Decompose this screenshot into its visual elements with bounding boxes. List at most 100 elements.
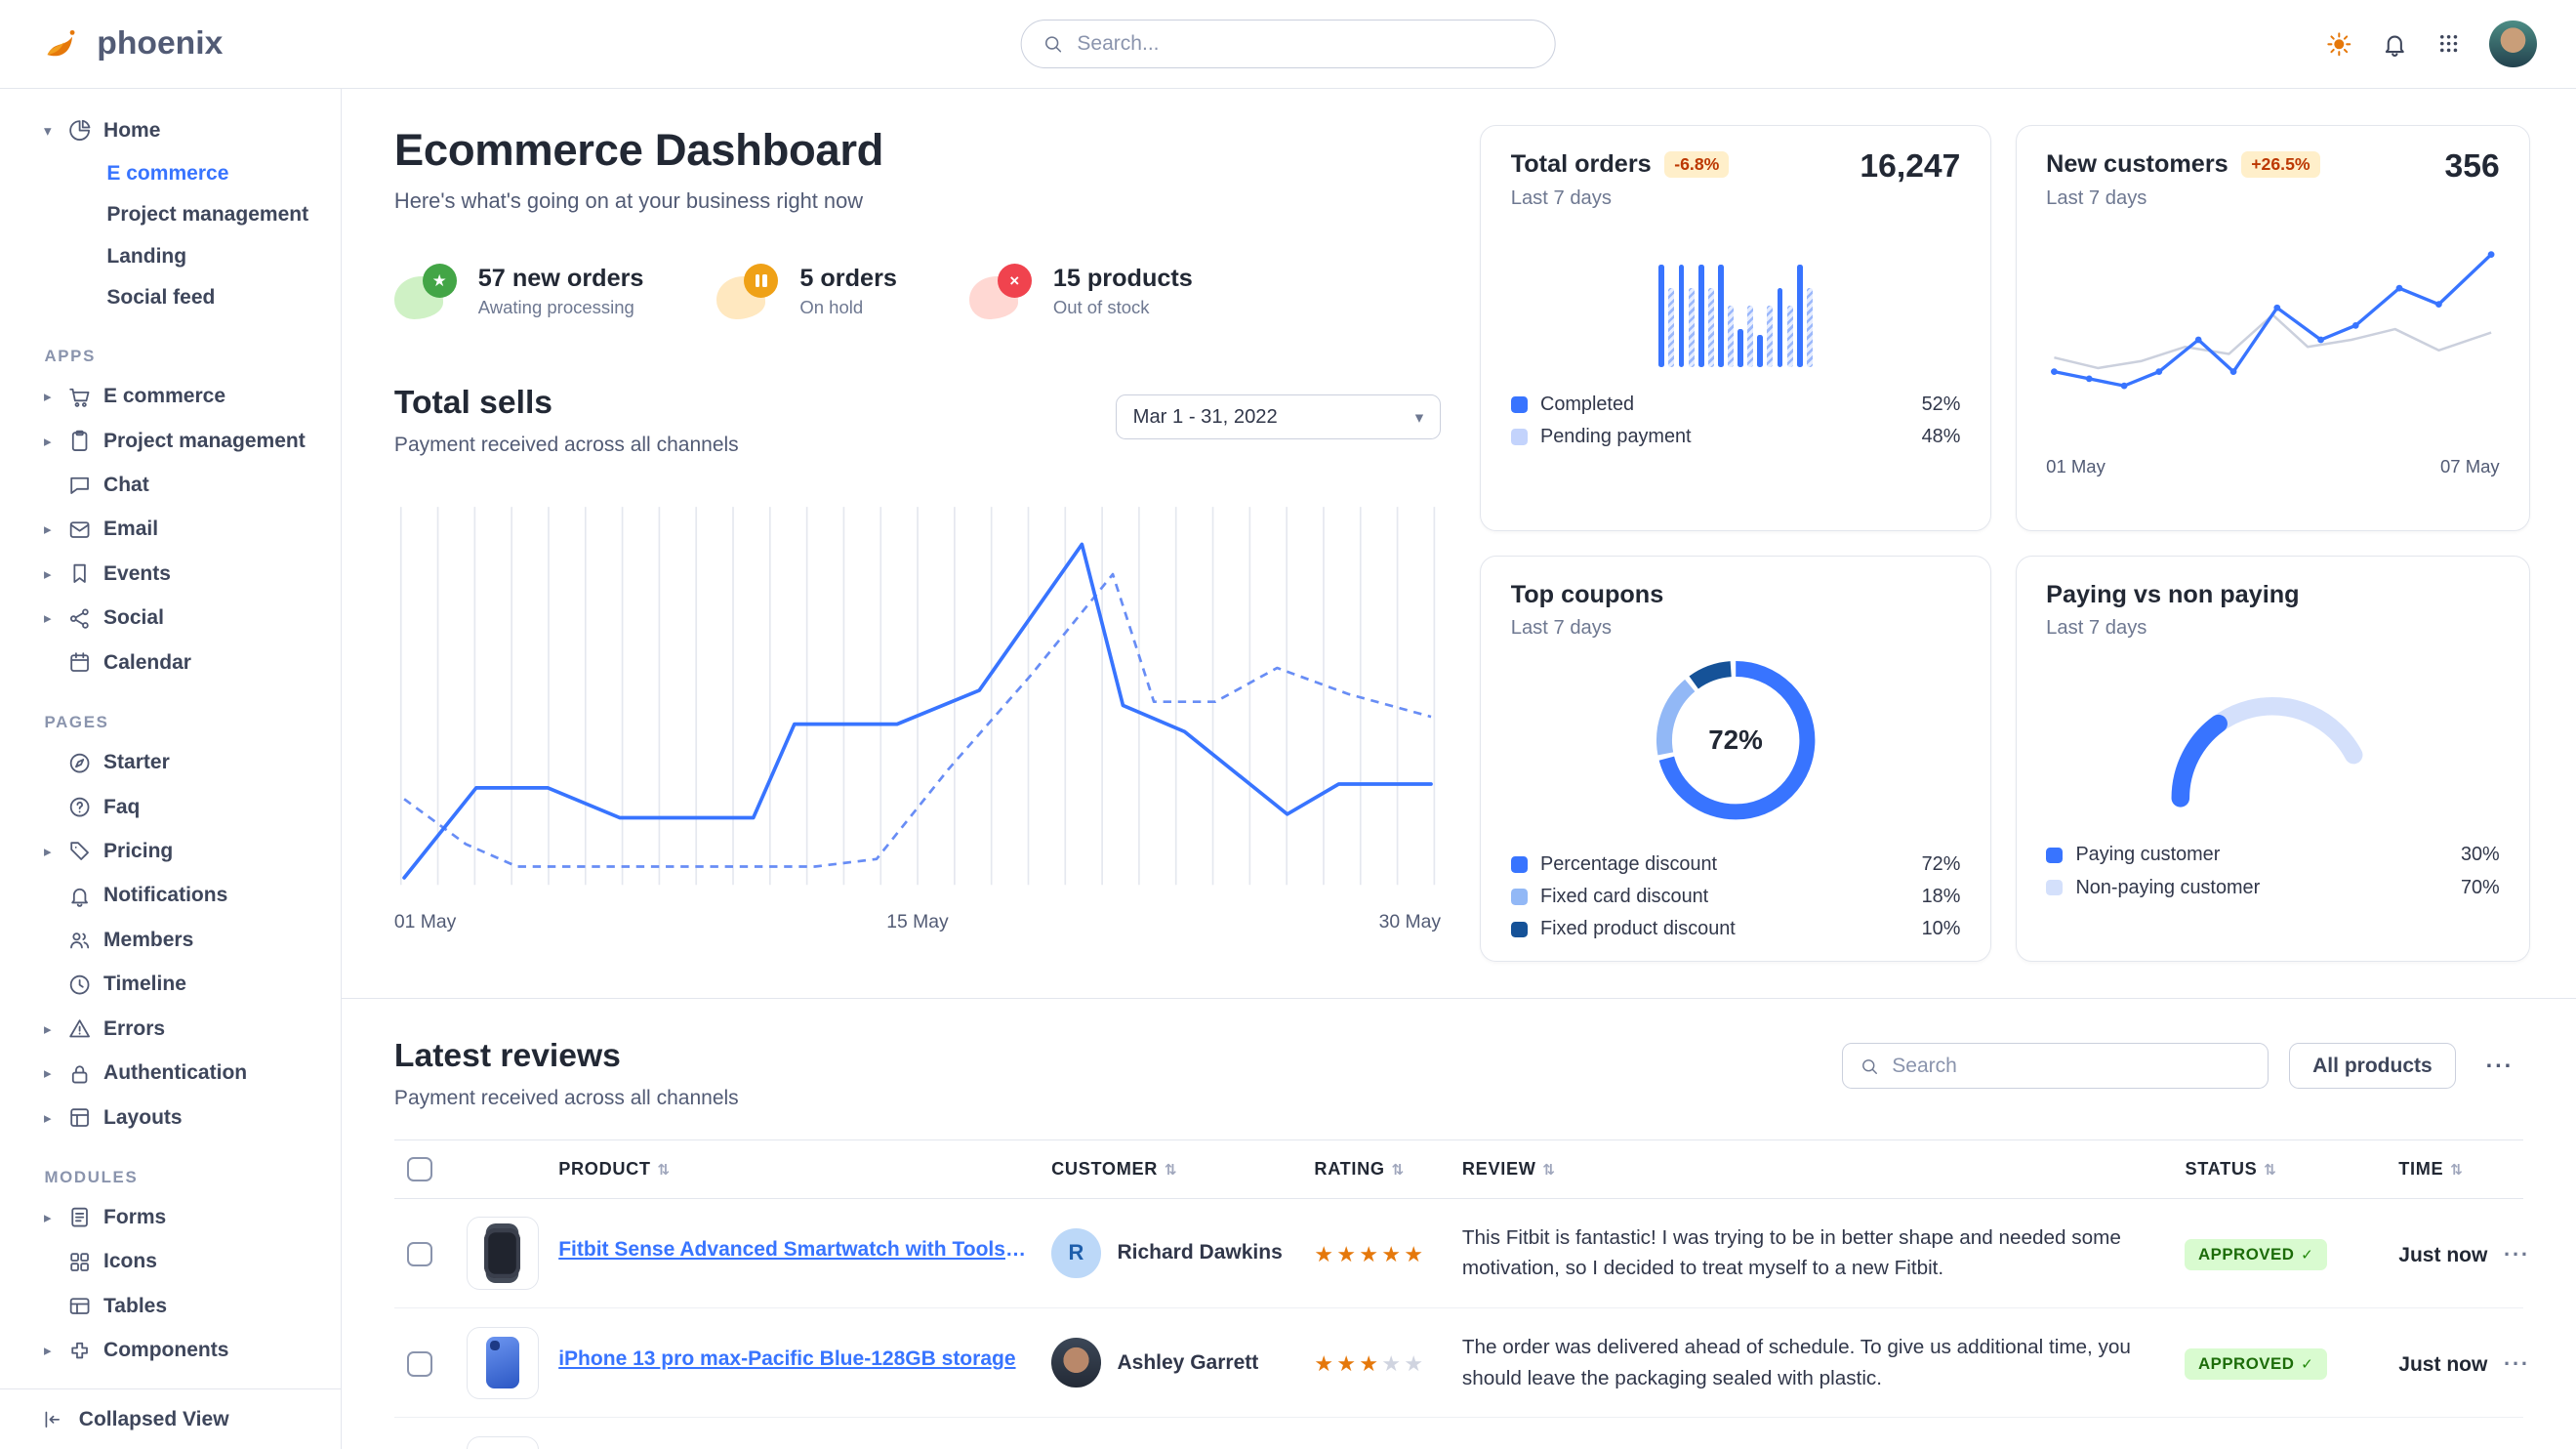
sidebar-item-label: Layouts [103, 1105, 183, 1129]
card-title: Top coupons [1510, 581, 1664, 609]
product-link[interactable]: iPhone 13 pro max-Pacific Blue-128GB sto… [558, 1347, 1016, 1371]
sidebar-item-timeline[interactable]: Timeline [0, 963, 341, 1007]
sidebar-subitem-e-commerce[interactable]: E commerce [106, 161, 229, 185]
legend-value: 30% [2460, 844, 2500, 866]
row-checkbox[interactable] [407, 1351, 432, 1377]
stat-caption: On hold [799, 296, 864, 317]
layout-icon [67, 1105, 92, 1130]
brand[interactable]: phoenix [39, 21, 223, 65]
question-icon [67, 795, 92, 819]
row-more-button[interactable]: ··· [2503, 1241, 2530, 1266]
sidebar-item-errors[interactable]: ▸ Errors [0, 1007, 341, 1051]
check-icon: ✓ [2301, 1247, 2314, 1264]
sidebar-item-members[interactable]: Members [0, 918, 341, 962]
column-header-customer[interactable]: CUSTOMER ⇅ [1038, 1139, 1301, 1199]
reviews-search[interactable] [1841, 1043, 2269, 1090]
sidebar-item-chat[interactable]: Chat [0, 463, 341, 507]
paying-gauge-chart [2171, 696, 2363, 808]
column-header-review[interactable]: REVIEW ⇅ [1449, 1139, 2173, 1199]
legend-label: Fixed card discount [1540, 886, 1709, 908]
topbar: phoenix [0, 0, 2576, 89]
alert-icon [67, 1016, 92, 1041]
select-all-checkbox[interactable] [407, 1156, 432, 1182]
sidebar-item-label: Events [103, 561, 171, 585]
header-checkbox-cell [393, 1139, 454, 1199]
sidebar-item-notifications[interactable]: Notifications [0, 874, 341, 918]
sidebar-item-forms[interactable]: ▸ Forms [0, 1195, 341, 1239]
total-orders-bar-chart [1511, 239, 1961, 368]
date-range-select[interactable]: Mar 1 - 31, 2022 ▾ [1115, 394, 1442, 439]
sidebar-item-events[interactable]: ▸ Events [0, 552, 341, 596]
legend-swatch [1510, 889, 1528, 906]
all-products-button[interactable]: All products [2288, 1043, 2457, 1090]
page-title: Ecommerce Dashboard [393, 124, 884, 175]
sidebar-item-starter[interactable]: Starter [0, 740, 341, 784]
latest-reviews-section: Latest reviews Payment received across a… [342, 999, 2576, 1450]
search-icon [1043, 33, 1064, 55]
sidebar-item-label: Components [103, 1339, 229, 1362]
tag-icon [67, 839, 92, 863]
legend-swatch [2046, 879, 2063, 896]
sidebar-item-label: Errors [103, 1016, 166, 1040]
column-header-status[interactable]: STATUS ⇅ [2172, 1139, 2386, 1199]
row-more-button[interactable]: ··· [2503, 1351, 2530, 1377]
legend-swatch [1510, 921, 1528, 938]
header-more-cell [2490, 1139, 2524, 1199]
chevron-down-icon: ▾ [1414, 407, 1424, 427]
sidebar-item-layouts[interactable]: ▸ Layouts [0, 1096, 341, 1139]
sidebar-nav: ▾ Home E commerce Project management Landing… [0, 89, 341, 1388]
collapse-view-button[interactable]: Collapsed View [0, 1388, 342, 1450]
reviews-search-input[interactable] [1892, 1054, 2252, 1078]
sidebar-item-tables[interactable]: Tables [0, 1284, 341, 1328]
product-link[interactable]: Fitbit Sense Advanced Smartwatch with To… [558, 1237, 1027, 1261]
sort-icon: ⇅ [2264, 1162, 2277, 1180]
column-header-rating[interactable]: RATING ⇅ [1300, 1139, 1450, 1199]
user-avatar[interactable] [2488, 20, 2537, 68]
reviews-more-button[interactable]: ··· [2475, 1053, 2523, 1079]
card-period: Last 7 days [2046, 186, 2147, 209]
sidebar-subitem-project-management[interactable]: Project management [106, 203, 309, 227]
theme-toggle-button[interactable] [2325, 30, 2353, 59]
caret-icon: ▸ [44, 521, 52, 539]
sidebar-item-label: Chat [103, 474, 149, 497]
sidebar-item-pricing[interactable]: ▸ Pricing [0, 829, 341, 873]
new-customers-card: New customers +26.5% Last 7 days 356 01 … [2015, 124, 2530, 531]
grid4-icon [67, 1250, 92, 1274]
sidebar-subitem-social-feed[interactable]: Social feed [106, 286, 216, 310]
sidebar-item-label: Members [103, 928, 194, 951]
forms-icon [67, 1205, 92, 1229]
sidebar-subitem-landing[interactable]: Landing [106, 244, 187, 268]
sidebar-section-label: APPS [44, 347, 96, 366]
orders-bar [1688, 287, 1695, 368]
apps-grid-button[interactable] [2436, 31, 2461, 56]
top-coupons-legend: Percentage discount 72% Fixed card discoun… [1510, 853, 1960, 940]
section-divider [342, 997, 2576, 999]
row-checkbox[interactable] [407, 1242, 432, 1267]
product-thumbnail [466, 1217, 539, 1290]
sidebar-item-calendar[interactable]: Calendar [0, 641, 341, 684]
global-search[interactable] [1020, 19, 1556, 69]
star-icon: ★ [393, 263, 457, 320]
caret-icon: ▸ [44, 844, 52, 861]
sidebar-item-social[interactable]: ▸ Social [0, 597, 341, 641]
sidebar-item-home[interactable]: ▾ Home [0, 108, 341, 152]
sidebar-item-components[interactable]: ▸ Components [0, 1329, 341, 1373]
topbar-actions [2325, 20, 2537, 68]
sidebar-item-e-commerce[interactable]: ▸ E commerce [0, 375, 341, 419]
search-icon [1860, 1056, 1879, 1076]
product-thumbnail [466, 1435, 539, 1450]
notifications-button[interactable] [2381, 30, 2409, 59]
column-header-time[interactable]: TIME ⇅ [2385, 1139, 2491, 1199]
orders-bar [1777, 287, 1783, 368]
new-customers-line-chart [2051, 251, 2495, 390]
sidebar-item-project-management[interactable]: ▸ Project management [0, 419, 341, 463]
column-header-product[interactable]: PRODUCT ⇅ [545, 1139, 1039, 1199]
sidebar-item-email[interactable]: ▸ Email [0, 508, 341, 552]
sidebar-item-faq[interactable]: Faq [0, 785, 341, 829]
change-badge: -6.8% [1664, 150, 1730, 179]
paying-card: Paying vs non paying Last 7 days Paying … [2015, 555, 2530, 962]
sidebar-item-authentication[interactable]: ▸ Authentication [0, 1051, 341, 1095]
stat-value: 5 orders [799, 265, 897, 293]
sidebar-item-icons[interactable]: Icons [0, 1240, 341, 1284]
search-input[interactable] [1077, 31, 1534, 56]
